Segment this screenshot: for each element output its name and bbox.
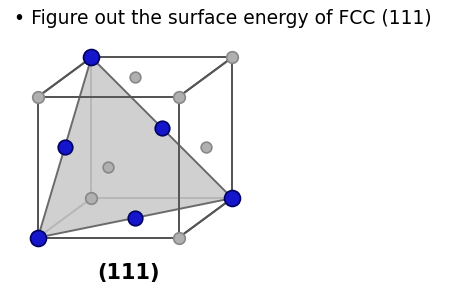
Point	[175, 95, 182, 99]
Point	[88, 55, 95, 60]
Point	[228, 55, 236, 60]
Point	[88, 196, 95, 201]
Text: • Figure out the surface energy of FCC (111): • Figure out the surface energy of FCC (…	[14, 9, 432, 28]
Point	[228, 196, 236, 201]
Point	[34, 235, 42, 240]
Text: (111): (111)	[97, 263, 159, 283]
Point	[158, 125, 165, 130]
Polygon shape	[38, 57, 232, 238]
Point	[202, 145, 210, 150]
Point	[34, 95, 42, 99]
Point	[175, 235, 182, 240]
Point	[131, 75, 139, 79]
Point	[105, 165, 112, 170]
Point	[131, 216, 139, 220]
Point	[61, 145, 68, 150]
